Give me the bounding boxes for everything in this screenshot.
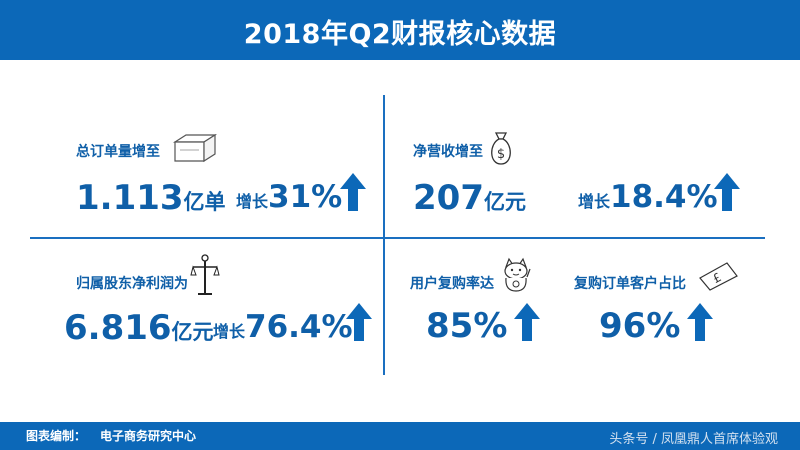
up-arrow-icon xyxy=(514,303,540,341)
footer-source: 电子商务研究中心 xyxy=(100,429,197,443)
orders-growth: 增长31% xyxy=(236,182,342,213)
profit-growth-label: 增长 xyxy=(213,322,246,341)
repeat-customer-share-value-group: 96% xyxy=(599,309,680,343)
orders-value-group: 1.113亿单 xyxy=(76,181,226,215)
profit-growth-value: 76.4% xyxy=(245,309,353,345)
up-arrow-icon xyxy=(687,303,713,341)
revenue-unit: 亿元 xyxy=(483,190,526,214)
repeat-customer-share-label: 复购订单客户占比 xyxy=(574,276,686,292)
profit-value-group: 6.816亿元 xyxy=(64,311,214,345)
footer-bar: 图表编制： 电子商务研究中心 头条号 / 凤凰鼎人首席体验观 xyxy=(0,422,800,450)
revenue-growth-label: 增长 xyxy=(578,192,611,211)
orders-unit: 亿单 xyxy=(183,190,226,214)
orders-growth-label: 增长 xyxy=(236,192,269,211)
orders-label: 总订单量增至 xyxy=(76,144,160,160)
revenue-value-group: 207亿元 xyxy=(413,181,526,215)
profit-label: 归属股东净利润为 xyxy=(76,276,188,292)
repeat-customer-share-value: 96% xyxy=(599,306,681,346)
scale-icon xyxy=(190,254,220,295)
page-title: 2018年Q2财报核心数据 xyxy=(243,19,557,50)
repurchase-rate-value: 85% xyxy=(426,306,508,346)
banknote-icon: £ xyxy=(699,262,738,291)
revenue-value: 207 xyxy=(413,178,484,218)
watermark: 头条号 / 凤凰鼎人首席体验观 xyxy=(609,432,778,447)
profit-unit: 亿元 xyxy=(171,320,214,344)
orders-growth-value: 31% xyxy=(268,179,343,215)
vertical-divider xyxy=(383,95,385,375)
profit-growth: 增长76.4% xyxy=(213,312,353,343)
revenue-growth: 增长18.4% xyxy=(578,182,718,213)
repurchase-rate-value-group: 85% xyxy=(426,309,507,343)
lucky-cat-icon xyxy=(504,257,531,292)
header-bar: 2018年Q2财报核心数据 xyxy=(0,0,800,60)
up-arrow-icon xyxy=(340,173,366,211)
up-arrow-icon xyxy=(714,173,740,211)
up-arrow-icon xyxy=(346,303,372,341)
money-bag-icon: $ xyxy=(491,132,511,165)
footer-label: 图表编制： xyxy=(26,429,87,443)
repurchase-rate-label: 用户复购率达 xyxy=(410,276,494,292)
profit-value: 6.816 xyxy=(64,308,172,348)
revenue-growth-value: 18.4% xyxy=(610,179,718,215)
svg-text:$: $ xyxy=(497,147,505,162)
revenue-label: 净营收增至 xyxy=(413,144,483,160)
horizontal-divider xyxy=(30,237,765,239)
orders-value: 1.113 xyxy=(76,178,184,218)
box-icon xyxy=(172,133,218,163)
